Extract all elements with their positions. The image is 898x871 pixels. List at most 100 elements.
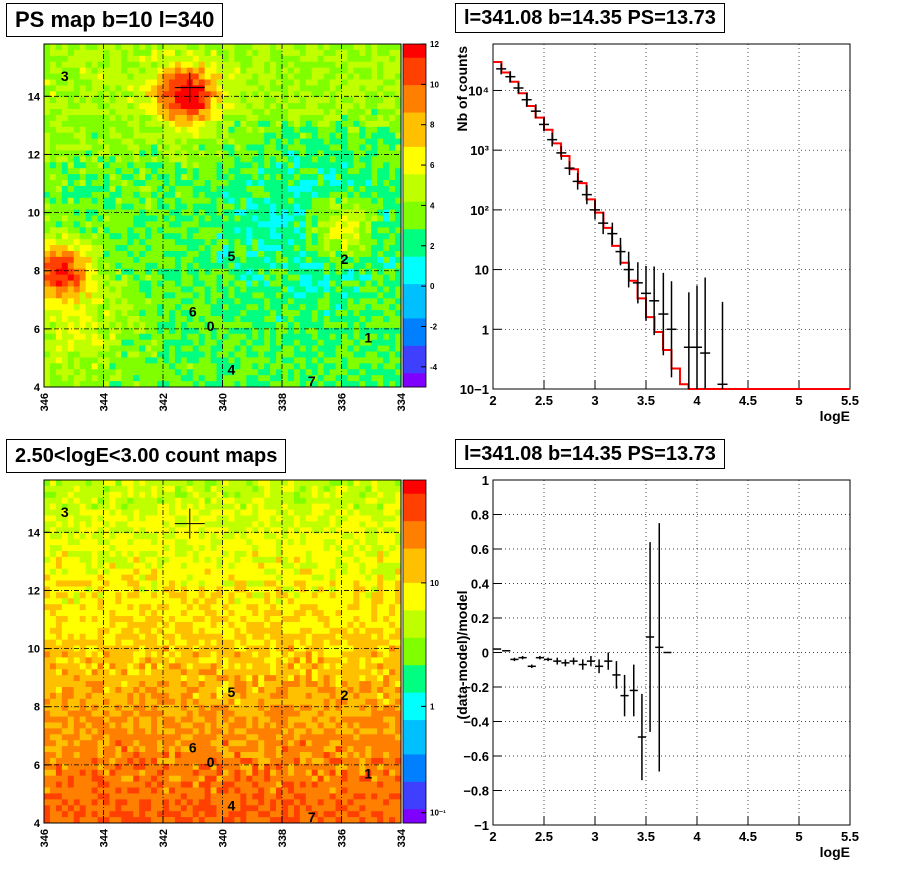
heatmap-cell: [49, 215, 57, 222]
heatmap-cell: [234, 233, 241, 240]
heatmap-cell: [49, 310, 57, 317]
heatmap-cell: [85, 49, 92, 57]
heatmap-cell: [395, 55, 402, 63]
heatmap-cell: [383, 357, 390, 364]
heatmap-cell: [228, 316, 235, 323]
heatmap-cell: [97, 203, 104, 210]
heatmap-cell: [163, 675, 170, 682]
heatmap-cell: [246, 310, 253, 317]
heatmap-cell: [180, 327, 188, 335]
heatmap-cell: [341, 221, 348, 228]
heatmap-cell: [180, 49, 188, 57]
tick-label-x: 3.5: [637, 393, 655, 408]
heatmap-cell: [55, 221, 63, 228]
heatmap-cell: [109, 781, 116, 788]
heatmap-cell: [133, 250, 140, 258]
heatmap-cell: [79, 132, 87, 140]
heatmap-cell: [55, 351, 63, 358]
heatmap-cell: [85, 698, 92, 706]
heatmap-cell: [353, 321, 360, 329]
heatmap-cell: [168, 138, 176, 145]
heatmap-cell: [341, 381, 348, 388]
heatmap-cell: [151, 298, 158, 305]
heatmap-cell: [299, 345, 307, 352]
heatmap-cell: [204, 345, 211, 352]
heatmap-cell: [174, 381, 182, 388]
heatmap-cell: [329, 363, 336, 370]
heatmap-cell: [216, 144, 223, 151]
heatmap-cell: [204, 298, 211, 305]
heatmap-cell: [97, 215, 104, 222]
heatmap-cell: [305, 114, 313, 122]
heatmap-cell: [192, 67, 200, 74]
heatmap-cell: [115, 97, 122, 104]
heatmap-cell: [198, 185, 206, 193]
heatmap-cell: [234, 280, 241, 287]
heatmap-cell: [115, 539, 122, 546]
heatmap-cell: [44, 586, 51, 593]
heatmap-cell: [371, 345, 378, 352]
heatmap-cell: [341, 132, 348, 140]
heatmap-cell: [91, 539, 98, 546]
heatmap-cell: [151, 734, 158, 741]
heatmap-cell: [252, 180, 259, 187]
heatmap-cell: [198, 274, 206, 281]
heatmap-cell: [55, 268, 63, 276]
heatmap-cell: [282, 381, 289, 388]
heatmap-cell: [371, 298, 378, 305]
heatmap-cell: [174, 292, 182, 299]
heatmap-cell: [210, 245, 217, 252]
heatmap-cell: [44, 604, 51, 611]
heatmap-cell: [91, 316, 98, 323]
heatmap-cell: [341, 327, 348, 335]
heatmap-cell: [234, 114, 241, 122]
heatmap-cell: [103, 138, 110, 145]
heatmap-cell: [287, 91, 295, 98]
heatmap-cell: [240, 357, 247, 364]
heatmap-cell: [127, 663, 134, 670]
heatmap-cell: [204, 114, 211, 122]
heatmap-cell: [44, 545, 51, 552]
heatmap-cell: [234, 268, 241, 276]
heatmap-cell: [359, 286, 366, 293]
heatmap-cell: [79, 545, 87, 552]
heatmap-cell: [180, 233, 188, 240]
heatmap-cell: [97, 239, 104, 246]
heatmap-cell: [240, 333, 247, 341]
heatmap-cell: [55, 180, 63, 187]
heatmap-cell: [395, 298, 402, 305]
heatmap-cell: [133, 509, 140, 516]
heatmap-cell: [109, 138, 116, 145]
heatmap-cell: [103, 345, 110, 352]
heatmap-cell: [61, 114, 69, 122]
heatmap-cell: [305, 185, 313, 193]
heatmap-cell: [228, 91, 235, 98]
heatmap-cell: [85, 491, 92, 499]
heatmap-cell: [49, 256, 57, 264]
heatmap-cell: [73, 509, 81, 516]
heatmap-cell: [222, 156, 229, 163]
heatmap-cell: [317, 79, 325, 86]
heatmap-cell: [389, 185, 396, 193]
heatmap-cell: [210, 274, 217, 281]
heatmap-cell: [186, 274, 194, 281]
heatmap-cell: [157, 73, 164, 80]
heatmap-cell: [151, 562, 158, 570]
heatmap-cell: [133, 191, 140, 199]
heatmap-cell: [329, 357, 336, 364]
heatmap-cell: [133, 574, 140, 581]
heatmap-cell: [79, 811, 87, 818]
heatmap-cell: [353, 381, 360, 388]
heatmap-cell: [151, 598, 158, 605]
heatmap-cell: [67, 73, 75, 80]
heatmap-cell: [222, 144, 229, 151]
heatmap-cell: [61, 321, 69, 329]
heatmap-cell: [371, 215, 378, 222]
heatmap-cell: [353, 85, 360, 92]
heatmap-cell: [121, 103, 128, 110]
heatmap-cell: [174, 527, 182, 534]
heatmap-cell: [383, 215, 390, 222]
heatmap-cell: [55, 280, 63, 287]
heatmap-cell: [168, 49, 176, 57]
heatmap-cell: [192, 298, 200, 305]
